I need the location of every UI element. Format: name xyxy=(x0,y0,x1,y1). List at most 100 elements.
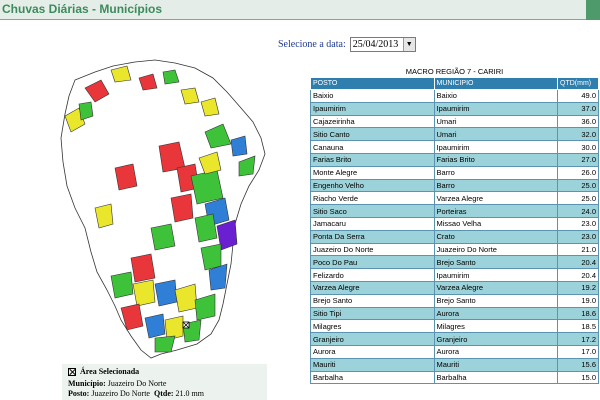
table-row[interactable]: Sitio Saco Porteiras 24.0 xyxy=(310,204,599,218)
cell-posto: Ponta Da Serra xyxy=(310,229,435,244)
table-row[interactable]: Cajazeirinha Umari 36.0 xyxy=(310,114,599,129)
table-row[interactable]: Jamacaru Missao Velha 23.0 xyxy=(310,216,599,231)
map-region[interactable] xyxy=(198,151,222,175)
cell-municipio: Mauriti xyxy=(433,357,559,372)
map-region[interactable] xyxy=(180,87,200,105)
map-region[interactable] xyxy=(84,79,110,103)
table-row[interactable]: Canauna Ipaumirim 30.0 xyxy=(310,140,599,154)
cell-posto: Sitio Saco xyxy=(310,204,435,218)
cell-posto: Granjeiro xyxy=(310,332,435,346)
map-region[interactable] xyxy=(216,219,238,251)
map-region[interactable] xyxy=(154,279,178,307)
chevron-down-icon[interactable]: ▼ xyxy=(402,37,415,51)
table-row[interactable]: Riacho Verde Varzea Alegre 25.0 xyxy=(310,191,599,206)
table-row[interactable]: Mauriti Mauriti 15.6 xyxy=(310,357,599,372)
cell-municipio: Missao Velha xyxy=(433,216,559,231)
cell-municipio: Milagres xyxy=(433,319,559,334)
map-region[interactable] xyxy=(154,335,176,353)
table-row[interactable]: Farias Brito Farias Brito 27.0 xyxy=(310,152,599,167)
cell-municipio: Varzea Alegre xyxy=(433,191,559,206)
table-row[interactable]: Sitio Canto Umari 32.0 xyxy=(310,127,599,142)
map-region[interactable] xyxy=(164,315,184,341)
map-region[interactable] xyxy=(200,243,222,271)
map-region[interactable] xyxy=(144,313,166,339)
header-posto[interactable]: POSTO xyxy=(310,77,435,90)
cell-posto: Varzea Alegre xyxy=(310,280,435,295)
cell-qtd: 32.0 xyxy=(557,127,599,142)
cell-posto: Monte Alegre xyxy=(310,165,435,180)
map-region[interactable] xyxy=(130,253,156,283)
cell-qtd: 20.4 xyxy=(557,268,599,282)
table-row[interactable]: Sitio Tipi Aurora 18.6 xyxy=(310,306,599,321)
cell-posto: Canauna xyxy=(310,140,435,154)
cell-qtd: 19.0 xyxy=(557,293,599,308)
table-row[interactable]: Poco Do Pau Brejo Santo 20.4 xyxy=(310,255,599,270)
selected-area-title: Área Selecionada xyxy=(80,367,140,376)
title-bar: Chuvas Diárias - Municípios xyxy=(0,0,600,20)
selected-area-panel: Área Selecionada Município: Juazeiro Do … xyxy=(62,364,267,400)
cell-qtd: 15.0 xyxy=(557,370,599,385)
rainfall-table: POSTO MUNICIPIO QTD(mm) Baixio Baixio 49.0… xyxy=(310,77,599,385)
cell-municipio: Umari xyxy=(433,127,559,142)
table-row[interactable]: Aurora Aurora 17.0 xyxy=(310,344,599,359)
cell-municipio: Umari xyxy=(433,114,559,129)
table-row[interactable]: Juazeiro Do Norte Juazeiro Do Norte 21.0 xyxy=(310,242,599,257)
cell-qtd: 17.0 xyxy=(557,344,599,359)
cell-municipio: Porteiras xyxy=(433,204,559,218)
table-row[interactable]: Granjeiro Granjeiro 17.2 xyxy=(310,332,599,346)
table-row[interactable]: Monte Alegre Barro 26.0 xyxy=(310,165,599,180)
map-region[interactable] xyxy=(238,155,256,177)
cell-municipio: Aurora xyxy=(433,306,559,321)
header-municipio[interactable]: MUNICIPIO xyxy=(433,77,559,90)
cell-municipio: Granjeiro xyxy=(433,332,559,346)
map-region[interactable] xyxy=(150,223,176,251)
municipio-value: Juazeiro Do Norte xyxy=(107,379,167,388)
cell-posto: Felizardo xyxy=(310,268,435,282)
date-select[interactable]: 25/04/2013 ▼ xyxy=(349,36,416,52)
map-region[interactable] xyxy=(78,101,94,121)
ceara-municipalities-map[interactable] xyxy=(55,58,267,361)
map-region[interactable] xyxy=(114,163,138,191)
map-region[interactable] xyxy=(94,203,114,229)
map-region[interactable] xyxy=(132,279,156,307)
map-region[interactable] xyxy=(200,97,220,117)
cell-municipio: Barro xyxy=(433,178,559,193)
table-row[interactable]: Baixio Baixio 49.0 xyxy=(310,89,599,103)
table-row[interactable]: Milagres Milagres 18.5 xyxy=(310,319,599,334)
cell-qtd: 25.0 xyxy=(557,178,599,193)
cell-municipio: Aurora xyxy=(433,344,559,359)
cell-municipio: Barro xyxy=(433,165,559,180)
table-row[interactable]: Varzea Alegre Varzea Alegre 19.2 xyxy=(310,280,599,295)
cell-municipio: Ipaumirim xyxy=(433,268,559,282)
table-row[interactable]: Brejo Santo Brejo Santo 19.0 xyxy=(310,293,599,308)
map-region[interactable] xyxy=(170,193,194,223)
map-region[interactable] xyxy=(194,213,218,243)
cell-qtd: 17.2 xyxy=(557,332,599,346)
municipio-label: Município: xyxy=(68,379,106,388)
cell-qtd: 37.0 xyxy=(557,101,599,116)
map-region[interactable] xyxy=(194,293,216,321)
cell-qtd: 19.2 xyxy=(557,280,599,295)
map-region[interactable] xyxy=(204,123,232,149)
map-region[interactable] xyxy=(162,69,180,85)
map-region[interactable] xyxy=(190,169,224,205)
map-region[interactable] xyxy=(110,65,132,83)
map-region[interactable] xyxy=(230,135,248,157)
map-region[interactable] xyxy=(208,263,228,291)
map-region[interactable] xyxy=(138,73,158,91)
map-region[interactable] xyxy=(120,303,144,331)
table-row[interactable]: Ponta Da Serra Crato 23.0 xyxy=(310,229,599,244)
cell-posto: Brejo Santo xyxy=(310,293,435,308)
date-selector-row: Selecione a data: 25/04/2013 ▼ xyxy=(278,36,416,52)
table-row[interactable]: Ipaumirim Ipaumirim 37.0 xyxy=(310,101,599,116)
table-row[interactable]: Barbalha Barbalha 15.0 xyxy=(310,370,599,385)
cell-municipio: Barbalha xyxy=(433,370,559,385)
header-qtd[interactable]: QTD(mm) xyxy=(557,77,599,90)
table-row[interactable]: Felizardo Ipaumirim 20.4 xyxy=(310,268,599,282)
cell-qtd: 36.0 xyxy=(557,114,599,129)
cell-qtd: 23.0 xyxy=(557,229,599,244)
cell-municipio: Varzea Alegre xyxy=(433,280,559,295)
table-row[interactable]: Engenho Velho Barro 25.0 xyxy=(310,178,599,193)
cell-qtd: 15.6 xyxy=(557,357,599,372)
map-region[interactable] xyxy=(110,271,134,299)
